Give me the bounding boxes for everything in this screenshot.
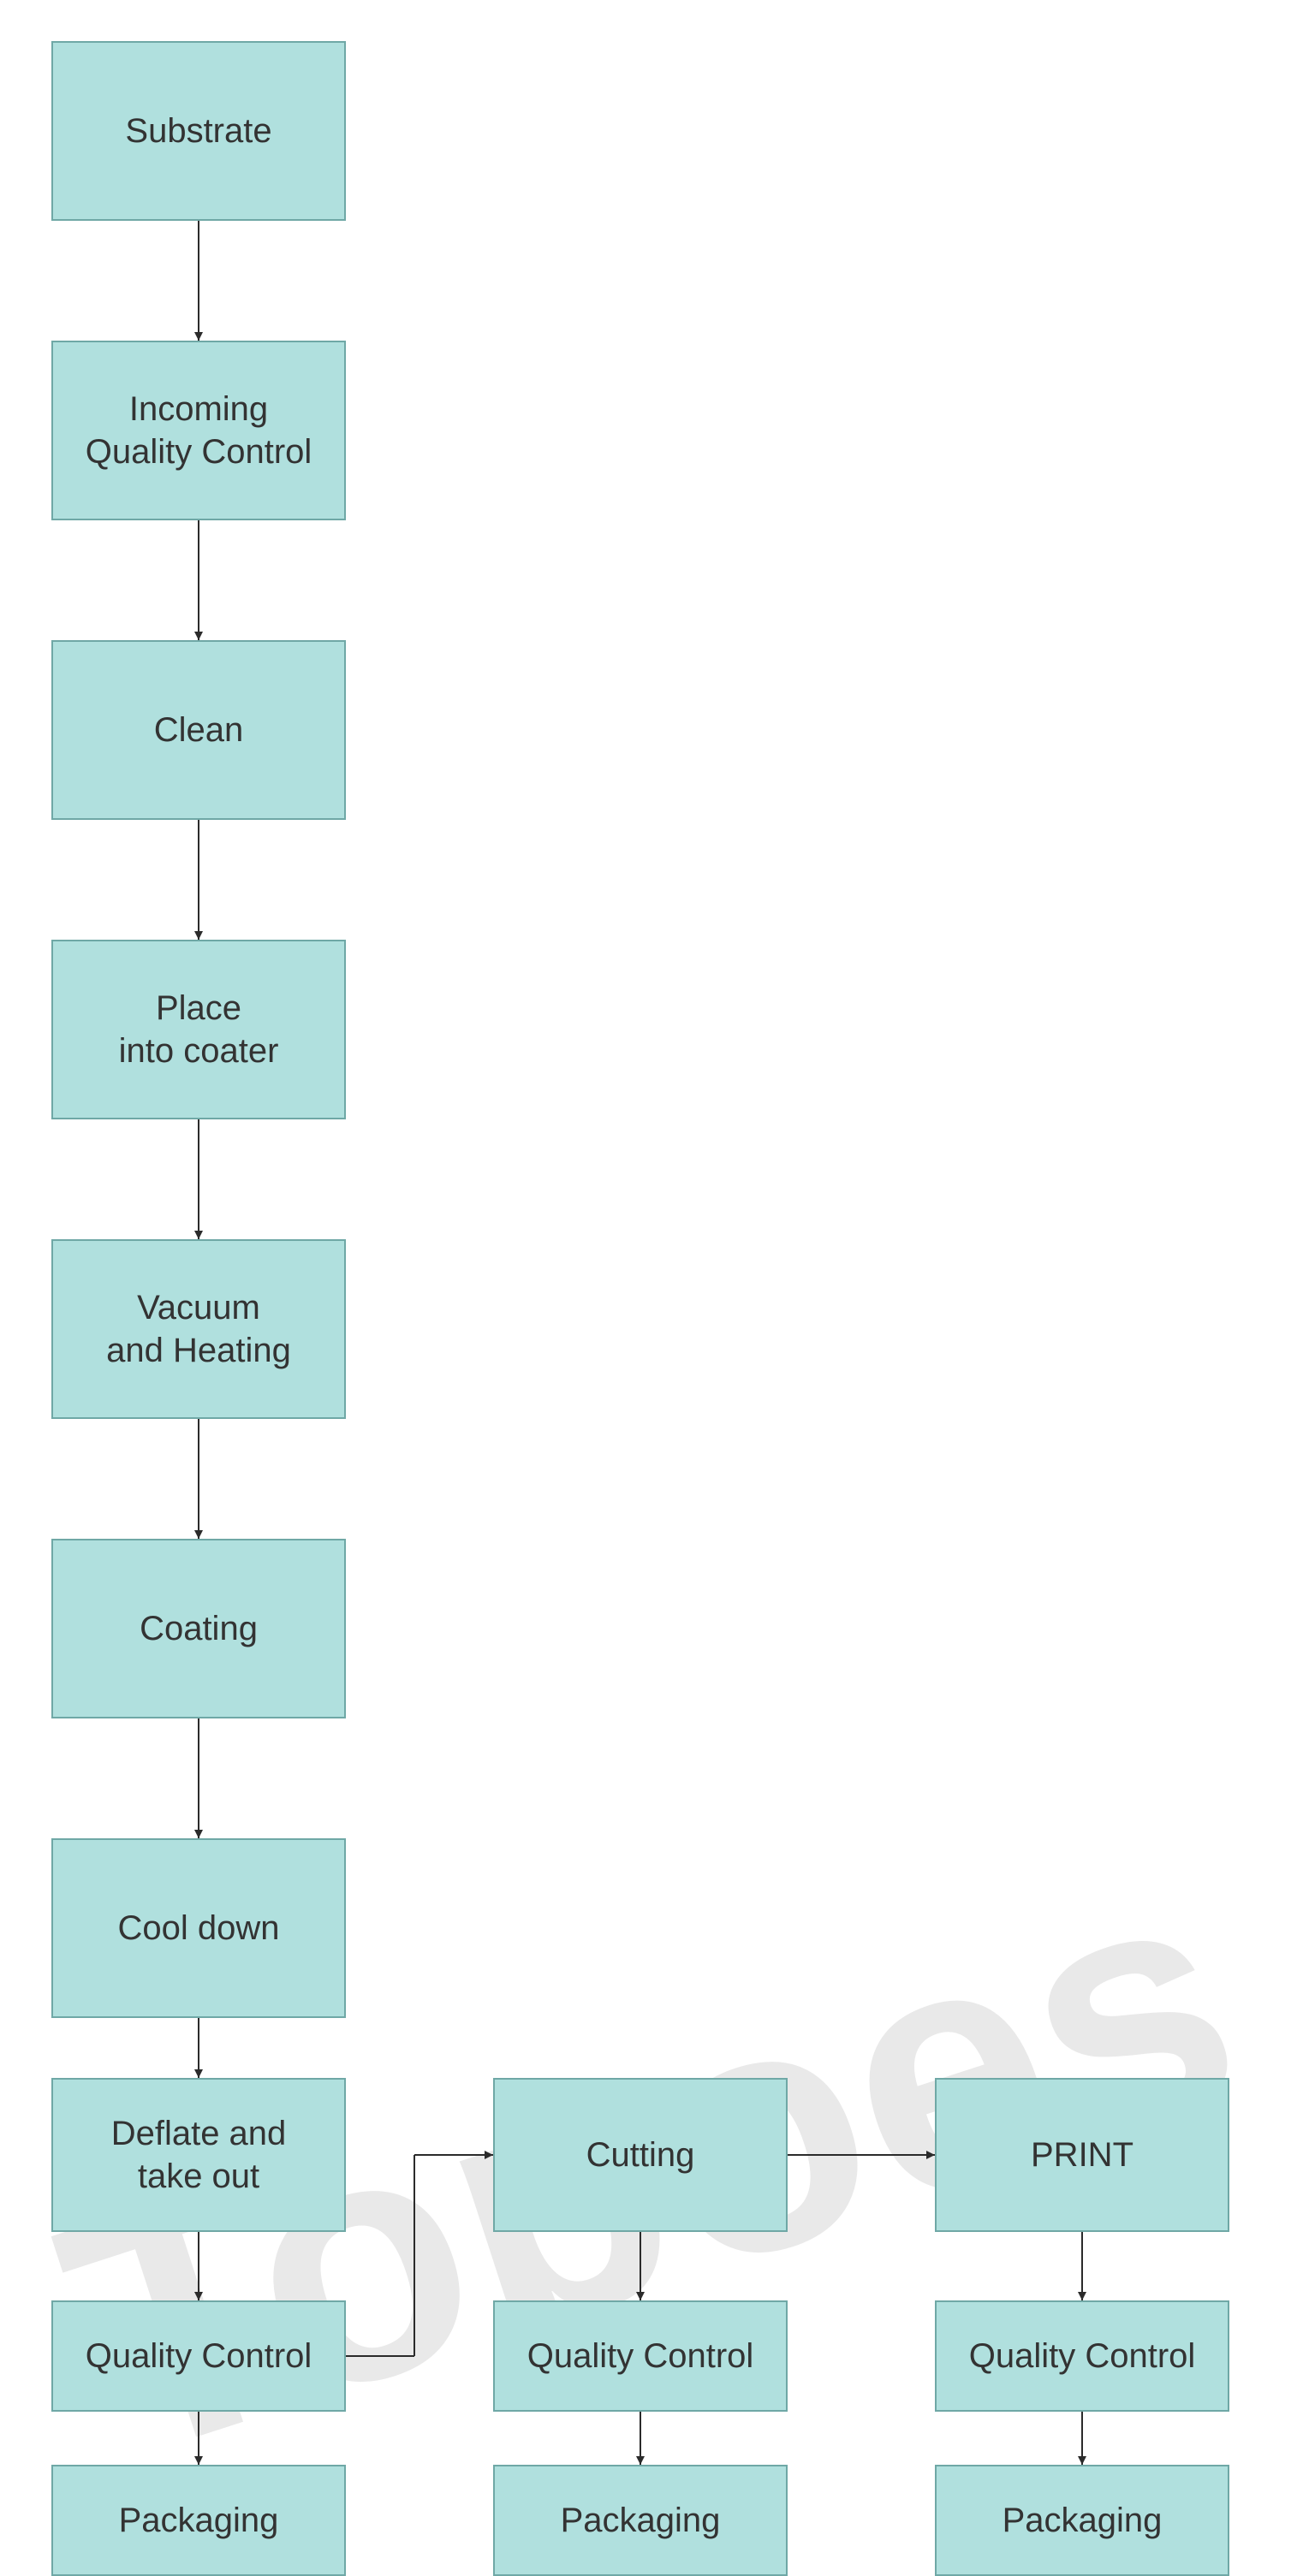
flow-node-label: PRINT <box>1031 2134 1133 2176</box>
flow-node-label: Place into coater <box>119 987 279 1072</box>
flow-node-pack1: Packaging <box>51 2465 346 2576</box>
flow-node-qc3: Quality Control <box>935 2300 1229 2412</box>
flow-node-substrate: Substrate <box>51 41 346 221</box>
flow-node-qc1: Quality Control <box>51 2300 346 2412</box>
flow-node-deflate: Deflate and take out <box>51 2078 346 2232</box>
flow-node-label: Packaging <box>119 2499 279 2542</box>
flow-node-print: PRINT <box>935 2078 1229 2232</box>
flow-node-label: Vacuum and Heating <box>106 1286 291 1372</box>
flow-node-iqc: Incoming Quality Control <box>51 341 346 520</box>
flow-node-place: Place into coater <box>51 940 346 1119</box>
flow-node-label: Quality Control <box>527 2335 754 2377</box>
flow-node-clean: Clean <box>51 640 346 820</box>
flow-node-pack2: Packaging <box>493 2465 788 2576</box>
flow-node-label: Clean <box>154 709 244 751</box>
flow-node-label: Substrate <box>125 110 271 152</box>
flow-node-cool: Cool down <box>51 1838 346 2018</box>
flow-node-label: Deflate and take out <box>111 2112 287 2198</box>
flowchart-canvas: Topoes SubstrateIncoming Quality Control… <box>0 0 1303 2522</box>
flow-node-label: Cool down <box>117 1907 279 1950</box>
flow-node-pack3: Packaging <box>935 2465 1229 2576</box>
flow-node-cutting: Cutting <box>493 2078 788 2232</box>
flow-node-vacuum: Vacuum and Heating <box>51 1239 346 1419</box>
flow-node-label: Packaging <box>561 2499 721 2542</box>
flow-node-label: Quality Control <box>86 2335 312 2377</box>
flow-node-label: Incoming Quality Control <box>86 388 312 473</box>
flow-node-coating: Coating <box>51 1539 346 1718</box>
flow-node-label: Cutting <box>586 2134 695 2176</box>
flow-node-label: Packaging <box>1003 2499 1163 2542</box>
flow-node-qc2: Quality Control <box>493 2300 788 2412</box>
flow-node-label: Quality Control <box>969 2335 1196 2377</box>
flow-node-label: Coating <box>140 1607 258 1650</box>
